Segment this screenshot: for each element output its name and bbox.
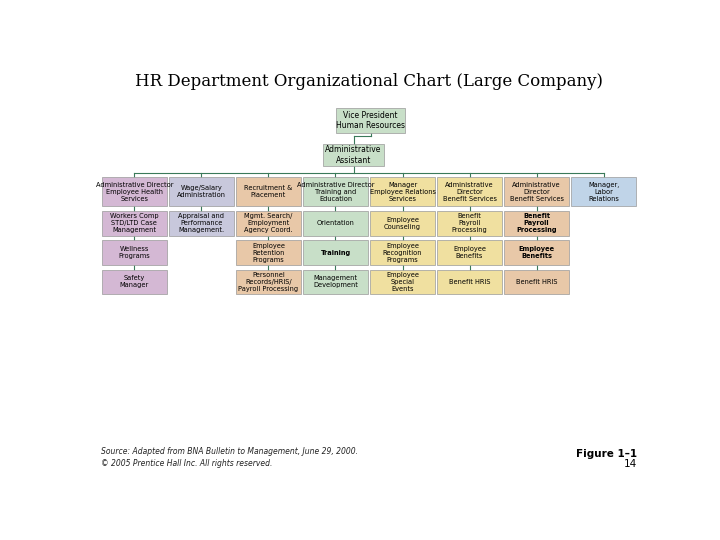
FancyBboxPatch shape (102, 269, 167, 294)
Text: 14: 14 (624, 458, 637, 469)
Text: Employee
Retention
Programs: Employee Retention Programs (252, 242, 285, 262)
Text: Benefit HRIS: Benefit HRIS (516, 279, 557, 285)
FancyBboxPatch shape (336, 107, 405, 133)
Text: Mgmt. Search/
Employment
Agency Coord.: Mgmt. Search/ Employment Agency Coord. (244, 213, 293, 233)
Text: Administrative Director
Employee Health
Services: Administrative Director Employee Health … (96, 182, 173, 202)
Text: Safety
Manager: Safety Manager (120, 275, 149, 288)
FancyBboxPatch shape (504, 240, 569, 265)
Text: Personnel
Records/HRIS/
Payroll Processing: Personnel Records/HRIS/ Payroll Processi… (238, 272, 299, 292)
Text: Administrative
Director
Benefit Services: Administrative Director Benefit Services (443, 182, 497, 202)
FancyBboxPatch shape (169, 177, 234, 206)
FancyBboxPatch shape (236, 240, 301, 265)
Text: Figure 1–1: Figure 1–1 (576, 449, 637, 460)
Text: Administrative
Assistant: Administrative Assistant (325, 145, 382, 165)
Text: Orientation: Orientation (317, 220, 354, 226)
FancyBboxPatch shape (370, 240, 435, 265)
FancyBboxPatch shape (370, 269, 435, 294)
Text: Benefit HRIS: Benefit HRIS (449, 279, 490, 285)
Text: Source: Adapted from BNA Bulletin to Management, June 29, 2000.
© 2005 Prentice : Source: Adapted from BNA Bulletin to Man… (101, 447, 358, 468)
Text: HR Department Organizational Chart (Large Company): HR Department Organizational Chart (Larg… (135, 73, 603, 90)
FancyBboxPatch shape (303, 177, 368, 206)
Text: Recruitment &
Placement: Recruitment & Placement (244, 185, 292, 198)
FancyBboxPatch shape (437, 240, 502, 265)
FancyBboxPatch shape (437, 269, 502, 294)
Text: Benefit
Payroll
Processing: Benefit Payroll Processing (451, 213, 487, 233)
FancyBboxPatch shape (504, 211, 569, 236)
FancyBboxPatch shape (102, 211, 167, 236)
FancyBboxPatch shape (303, 211, 368, 236)
Text: Vice President
Human Resources: Vice President Human Resources (336, 111, 405, 130)
Text: Administrative
Director
Benefit Services: Administrative Director Benefit Services (510, 182, 564, 202)
Text: Employee
Benefits: Employee Benefits (453, 246, 486, 259)
Text: Employee
Counseling: Employee Counseling (384, 217, 421, 230)
Text: Wage/Salary
Administration: Wage/Salary Administration (177, 185, 226, 198)
Text: Administrative Director
Training and
Education: Administrative Director Training and Edu… (297, 182, 374, 202)
Text: Management
Development: Management Development (313, 275, 358, 288)
FancyBboxPatch shape (437, 177, 502, 206)
FancyBboxPatch shape (236, 177, 301, 206)
FancyBboxPatch shape (303, 269, 368, 294)
FancyBboxPatch shape (323, 144, 384, 166)
Text: Employee
Recognition
Programs: Employee Recognition Programs (383, 242, 422, 262)
FancyBboxPatch shape (504, 177, 569, 206)
FancyBboxPatch shape (236, 269, 301, 294)
Text: Employee
Benefits: Employee Benefits (518, 246, 554, 259)
FancyBboxPatch shape (437, 211, 502, 236)
Text: Manager,
Labor
Relations: Manager, Labor Relations (588, 182, 619, 202)
Text: Employee
Special
Events: Employee Special Events (386, 272, 419, 292)
FancyBboxPatch shape (370, 211, 435, 236)
FancyBboxPatch shape (571, 177, 636, 206)
Text: Wellness
Programs: Wellness Programs (119, 246, 150, 259)
Text: Manager
Employee Relations
Services: Manager Employee Relations Services (369, 182, 436, 202)
Text: Workers Comp
STD/LTD Case
Management: Workers Comp STD/LTD Case Management (110, 213, 158, 233)
Text: Appraisal and
Performance
Management.: Appraisal and Performance Management. (179, 213, 225, 233)
FancyBboxPatch shape (102, 177, 167, 206)
Text: Benefit
Payroll
Processing: Benefit Payroll Processing (516, 213, 557, 233)
FancyBboxPatch shape (370, 177, 435, 206)
FancyBboxPatch shape (236, 211, 301, 236)
FancyBboxPatch shape (169, 211, 234, 236)
Text: Training: Training (320, 249, 351, 255)
FancyBboxPatch shape (303, 240, 368, 265)
FancyBboxPatch shape (504, 269, 569, 294)
FancyBboxPatch shape (102, 240, 167, 265)
